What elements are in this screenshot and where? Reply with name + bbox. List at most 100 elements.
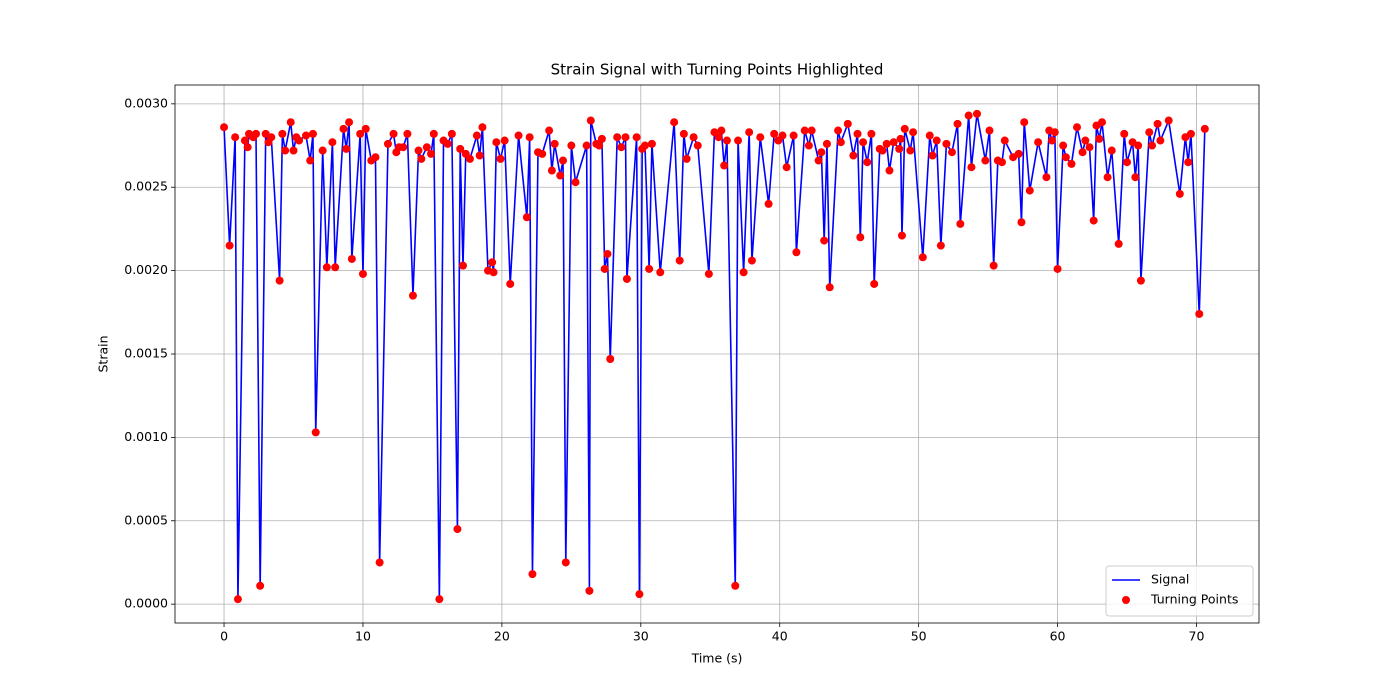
turning-point	[435, 595, 444, 604]
legend-label: Signal	[1151, 572, 1189, 587]
turning-point	[714, 133, 723, 142]
turning-point	[985, 126, 994, 135]
turning-point	[233, 595, 242, 604]
turning-point	[1145, 128, 1154, 137]
turning-point	[989, 261, 998, 270]
turning-point	[478, 123, 487, 132]
turning-point	[331, 263, 340, 272]
turning-point	[689, 133, 698, 142]
turning-point	[1085, 143, 1094, 152]
chart-title: Strain Signal with Turning Points Highli…	[551, 61, 884, 79]
turning-point	[275, 276, 284, 285]
x-tick-label: 50	[911, 629, 927, 644]
turning-point	[1053, 264, 1062, 273]
legend-label: Turning Points	[1150, 592, 1238, 607]
turning-point	[640, 141, 649, 150]
turning-point	[550, 139, 559, 148]
turning-point	[538, 149, 547, 158]
turning-point	[251, 129, 260, 138]
turning-point	[906, 146, 915, 155]
legend-marker	[1122, 596, 1130, 604]
turning-point	[443, 139, 452, 148]
turning-point	[670, 118, 679, 127]
turning-point	[1089, 216, 1098, 225]
turning-point	[399, 143, 408, 152]
turning-point	[597, 134, 606, 143]
x-tick-label: 30	[633, 629, 649, 644]
turning-point	[318, 146, 327, 155]
turning-point	[739, 268, 748, 277]
turning-point	[342, 144, 351, 153]
turning-point	[429, 129, 438, 138]
turning-point	[1017, 218, 1026, 227]
turning-point	[371, 153, 380, 162]
turning-point	[1134, 141, 1143, 150]
turning-point	[488, 258, 497, 267]
turning-point	[1034, 138, 1043, 147]
turning-point	[427, 149, 436, 158]
turning-point	[582, 141, 591, 150]
turning-point	[458, 261, 467, 270]
turning-point	[972, 109, 981, 118]
turning-point	[522, 213, 531, 222]
turning-point	[804, 141, 813, 150]
turning-point	[782, 163, 791, 172]
turning-point	[322, 263, 331, 272]
turning-point	[465, 154, 474, 163]
x-axis-label: Time (s)	[691, 651, 743, 666]
turning-point	[856, 233, 865, 242]
turning-point	[747, 256, 756, 265]
turning-point	[635, 590, 644, 599]
turning-point	[525, 133, 534, 142]
turning-point	[289, 146, 298, 155]
turning-point	[472, 131, 481, 140]
turning-point	[306, 156, 315, 165]
y-tick-label: 0.0000	[124, 596, 168, 611]
turning-point	[981, 156, 990, 165]
turning-point	[1200, 124, 1209, 133]
turning-point	[756, 133, 765, 142]
turning-point	[256, 581, 265, 590]
turning-point	[745, 128, 754, 137]
turning-point	[928, 151, 937, 160]
x-tick-label: 60	[1050, 629, 1066, 644]
legend-box	[1105, 565, 1254, 617]
turning-point	[456, 144, 465, 153]
turning-point	[545, 126, 554, 135]
turning-point	[863, 158, 872, 167]
turning-point	[897, 231, 906, 240]
turning-point	[492, 138, 501, 147]
turning-point	[956, 219, 965, 228]
turning-point	[1098, 118, 1107, 127]
turning-point	[1175, 189, 1184, 198]
y-tick-label: 0.0025	[124, 179, 168, 194]
turning-point	[1059, 141, 1068, 150]
turning-point	[1148, 141, 1157, 150]
turning-point	[1067, 159, 1076, 168]
turning-point	[1103, 173, 1112, 182]
x-tick-label: 20	[494, 629, 510, 644]
turning-point	[900, 124, 909, 133]
turning-point	[720, 161, 729, 170]
turning-point	[936, 241, 945, 250]
turning-point	[408, 291, 417, 300]
turning-point	[807, 126, 816, 135]
turning-point	[383, 139, 392, 148]
turning-point	[1184, 158, 1193, 167]
turning-point	[1048, 136, 1057, 145]
turning-point	[1000, 136, 1009, 145]
turning-point	[1186, 129, 1195, 138]
turning-point	[500, 136, 509, 145]
y-tick-label: 0.0010	[124, 429, 168, 444]
y-tick-label: 0.0005	[124, 512, 168, 527]
turning-point	[967, 163, 976, 172]
turning-point	[417, 154, 426, 163]
grid	[175, 85, 1259, 623]
turning-point	[295, 136, 304, 145]
turning-point	[1156, 136, 1165, 145]
turning-point	[389, 129, 398, 138]
turning-point	[586, 116, 595, 125]
turning-point	[302, 131, 311, 140]
turning-point	[311, 428, 320, 437]
